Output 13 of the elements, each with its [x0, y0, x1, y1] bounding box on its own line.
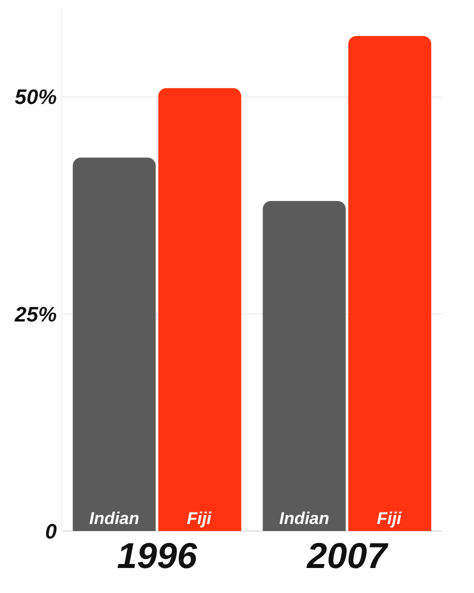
- y-tick-label: 50%: [14, 86, 58, 110]
- text: Indian: [279, 509, 330, 528]
- x-tick-label: 1996: [116, 535, 198, 576]
- bar: [72, 158, 156, 531]
- y-tick-label: 0: [45, 520, 58, 544]
- y-tick-label: 25%: [14, 303, 58, 326]
- bar: [158, 88, 242, 531]
- bar: [262, 201, 346, 531]
- x-tick-label: 2007: [306, 535, 390, 576]
- text: Fiji: [376, 509, 402, 528]
- series-label: Fiji: [186, 509, 213, 528]
- bar: [348, 36, 432, 531]
- series-label: Indian: [89, 509, 140, 528]
